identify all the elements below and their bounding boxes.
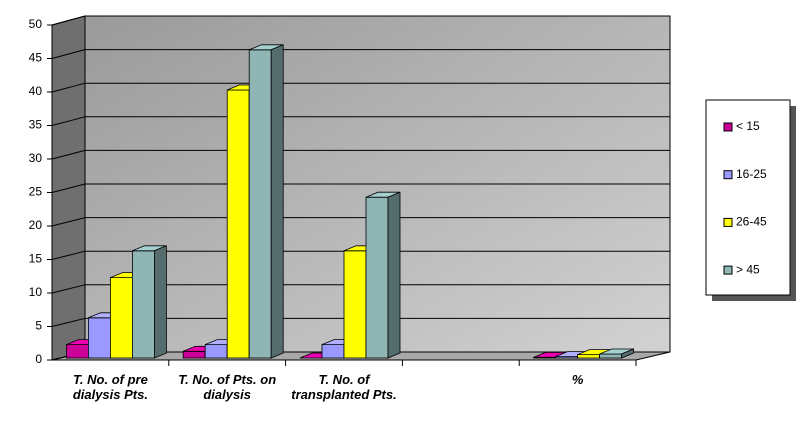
y-tick-label: 30 [29, 151, 43, 165]
y-tick-label: 40 [29, 84, 43, 98]
y-tick-label: 25 [29, 185, 43, 199]
grid-line [51, 284, 86, 294]
bar-front [577, 354, 600, 359]
bar-front [88, 317, 111, 359]
grid-line [51, 217, 86, 227]
bar-front [343, 250, 367, 359]
bar [599, 348, 634, 359]
bar-front [226, 89, 250, 359]
bar-front [182, 350, 206, 359]
grid-line [51, 317, 86, 327]
grid-line [51, 82, 86, 93]
legend-swatch [723, 217, 733, 227]
bar-front [599, 353, 622, 359]
y-tick-label: 20 [29, 218, 43, 232]
bar-side [387, 191, 401, 359]
bar-side [621, 348, 634, 359]
y-tick-label: 35 [29, 118, 43, 132]
legend-swatch [723, 170, 733, 180]
bar-front [66, 344, 89, 359]
bar-side [153, 245, 167, 359]
bar-front [204, 344, 228, 359]
y-tick-label: 5 [35, 319, 42, 333]
bar-front [248, 49, 272, 359]
x-tick-label: T. No. of pre dialysis Pts. [72, 372, 148, 402]
legend-label: 16-25 [736, 167, 767, 181]
legend-label: > 45 [736, 262, 760, 276]
bar-front [321, 344, 345, 359]
y-tick-label: 10 [29, 285, 43, 299]
x-tick-label: T. No. of transplanted Pts. [291, 372, 397, 402]
bar-side [270, 44, 284, 359]
bar [131, 245, 167, 359]
grid-line [51, 149, 86, 160]
grid-line [51, 15, 86, 26]
bar-front [365, 196, 389, 359]
y-tick-label: 15 [29, 252, 43, 266]
x-tick-label: % [571, 372, 584, 387]
legend-label: < 15 [736, 119, 760, 133]
grid-line [51, 250, 86, 260]
y-tick-label: 0 [35, 352, 42, 366]
bar-front [110, 277, 133, 359]
grid-line [51, 116, 86, 126]
legend-swatch [723, 265, 733, 275]
bar-front [131, 250, 155, 359]
legend-swatch [723, 122, 733, 132]
y-tick-label: 50 [29, 17, 43, 31]
grid-line [51, 49, 86, 59]
legend-label: 26-45 [736, 215, 767, 229]
bar [365, 191, 401, 359]
x-tick-label: T. No. of Pts. on dialysis [178, 372, 277, 402]
bar [248, 44, 284, 359]
legend-box [705, 99, 791, 296]
grid-line [51, 183, 86, 193]
y-tick-label: 45 [29, 51, 43, 65]
